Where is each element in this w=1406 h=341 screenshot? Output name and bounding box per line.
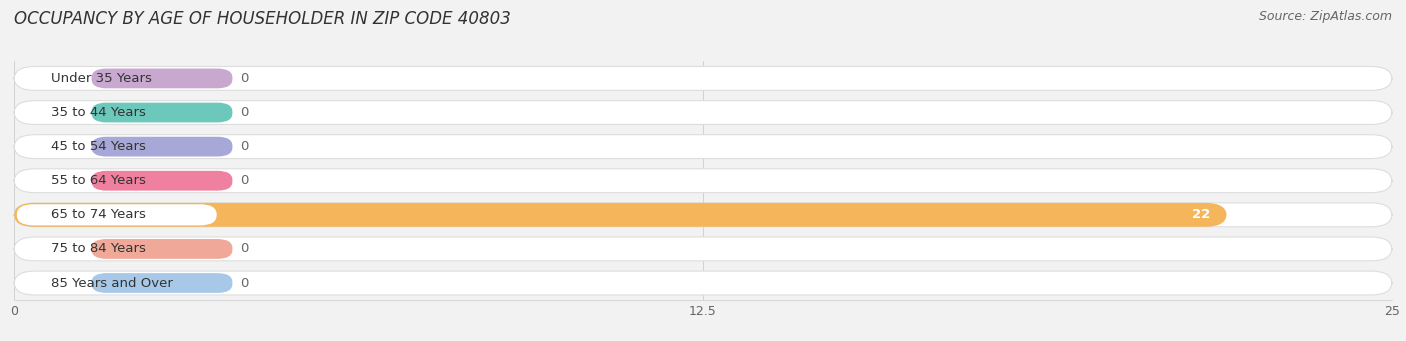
FancyBboxPatch shape (14, 66, 1392, 90)
Text: Under 35 Years: Under 35 Years (51, 72, 152, 85)
FancyBboxPatch shape (14, 203, 1392, 227)
Text: 0: 0 (240, 140, 249, 153)
Text: OCCUPANCY BY AGE OF HOUSEHOLDER IN ZIP CODE 40803: OCCUPANCY BY AGE OF HOUSEHOLDER IN ZIP C… (14, 10, 510, 28)
FancyBboxPatch shape (91, 103, 232, 122)
FancyBboxPatch shape (91, 69, 232, 88)
Text: 0: 0 (240, 242, 249, 255)
Text: Source: ZipAtlas.com: Source: ZipAtlas.com (1258, 10, 1392, 23)
FancyBboxPatch shape (14, 271, 1392, 295)
Text: 0: 0 (240, 174, 249, 187)
Text: 45 to 54 Years: 45 to 54 Years (51, 140, 146, 153)
FancyBboxPatch shape (14, 203, 1226, 227)
Text: 35 to 44 Years: 35 to 44 Years (51, 106, 146, 119)
Text: 65 to 74 Years: 65 to 74 Years (51, 208, 146, 221)
Text: 0: 0 (240, 106, 249, 119)
FancyBboxPatch shape (17, 204, 217, 225)
Text: 75 to 84 Years: 75 to 84 Years (51, 242, 146, 255)
Text: 0: 0 (240, 277, 249, 290)
FancyBboxPatch shape (91, 273, 232, 293)
Text: 85 Years and Over: 85 Years and Over (51, 277, 173, 290)
FancyBboxPatch shape (14, 169, 1392, 193)
FancyBboxPatch shape (14, 237, 1392, 261)
FancyBboxPatch shape (91, 239, 232, 259)
FancyBboxPatch shape (14, 135, 1392, 159)
Text: 0: 0 (240, 72, 249, 85)
Text: 22: 22 (1192, 208, 1211, 221)
FancyBboxPatch shape (14, 101, 1392, 124)
FancyBboxPatch shape (91, 137, 232, 157)
FancyBboxPatch shape (91, 171, 232, 191)
Text: 55 to 64 Years: 55 to 64 Years (51, 174, 146, 187)
